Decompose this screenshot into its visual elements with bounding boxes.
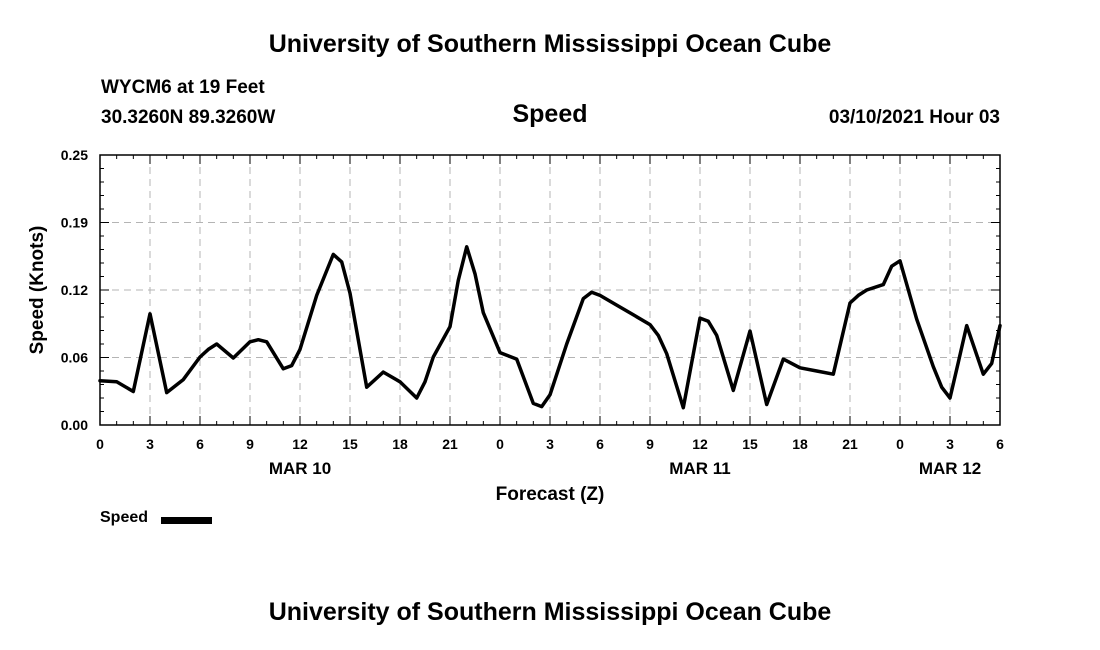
chart-title: Speed bbox=[512, 100, 588, 128]
plot-frame bbox=[99, 154, 1001, 426]
x-tick-label: 15 bbox=[342, 436, 358, 452]
y-tick-label: 0.25 bbox=[61, 147, 88, 163]
x-tick-label: 3 bbox=[146, 436, 154, 452]
x-tick-label: 9 bbox=[246, 436, 254, 452]
forecast-date: 03/10/2021 Hour 03 bbox=[828, 107, 1000, 128]
x-tick-label: 18 bbox=[392, 436, 408, 452]
page-title: University of Southern Mississippi Ocean… bbox=[268, 30, 832, 58]
x-tick-label: 21 bbox=[842, 436, 858, 452]
x-tick-label: 9 bbox=[646, 436, 654, 452]
series-line-speed bbox=[98, 245, 1002, 410]
y-tick-label: 0.06 bbox=[61, 350, 88, 366]
x-tick-label: 3 bbox=[946, 436, 954, 452]
x-tick-label: 3 bbox=[546, 436, 554, 452]
footer-title: University of Southern Mississippi Ocean… bbox=[268, 598, 832, 626]
x-tick-label: 6 bbox=[996, 436, 1004, 452]
x-tick-label: 6 bbox=[596, 436, 604, 452]
x-tick-label: 0 bbox=[96, 436, 104, 452]
day-label: MAR 11 bbox=[669, 459, 730, 478]
legend-label: Speed bbox=[100, 509, 149, 526]
day-label: MAR 10 bbox=[269, 459, 331, 478]
station-label: WYCM6 at 19 Feet bbox=[101, 77, 265, 98]
legend-swatch bbox=[161, 517, 212, 524]
x-tick-label: 18 bbox=[792, 436, 808, 452]
x-tick-label: 0 bbox=[896, 436, 904, 452]
x-tick-label: 15 bbox=[742, 436, 758, 452]
day-label: MAR 12 bbox=[919, 459, 981, 478]
y-axis-label: Speed (Knots) bbox=[27, 226, 48, 355]
x-tick-label: 0 bbox=[496, 436, 504, 452]
x-axis-label: Forecast (Z) bbox=[496, 484, 605, 505]
y-tick-label: 0.19 bbox=[61, 215, 88, 231]
y-tick-label: 0.12 bbox=[61, 282, 88, 298]
y-tick-label: 0.00 bbox=[61, 417, 88, 433]
x-tick-label: 21 bbox=[442, 436, 458, 452]
station-coordinates: 30.3260N 89.3260W bbox=[101, 107, 276, 128]
x-tick-label: 6 bbox=[196, 436, 204, 452]
x-tick-label: 12 bbox=[292, 436, 308, 452]
x-tick-label: 12 bbox=[692, 436, 708, 452]
